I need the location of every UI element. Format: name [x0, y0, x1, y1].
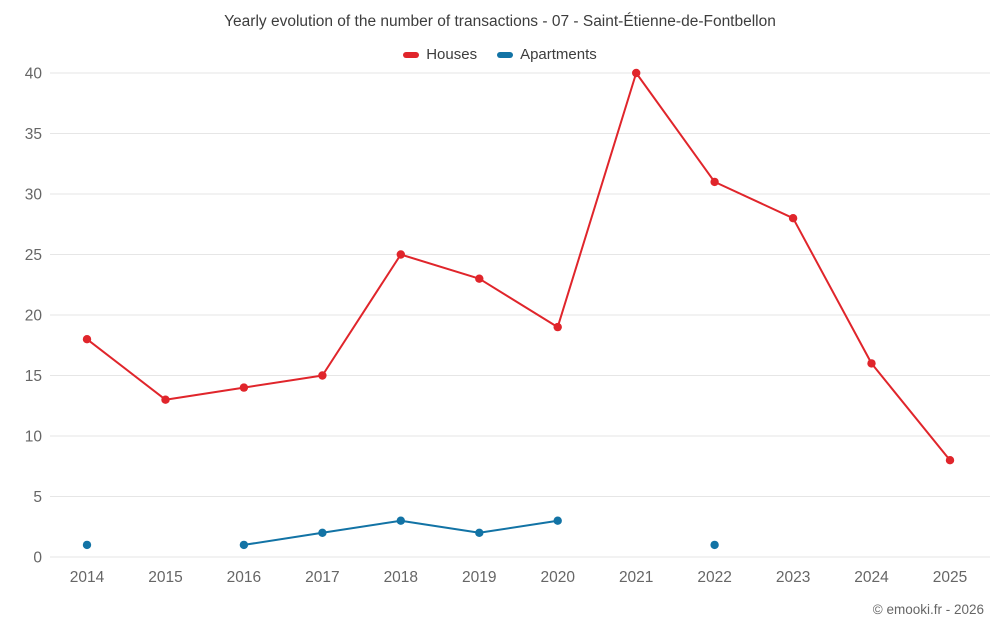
legend-label-houses: Houses: [426, 46, 478, 63]
y-axis-label: 30: [25, 187, 43, 204]
x-axis-label: 2022: [697, 569, 731, 586]
x-axis-label: 2021: [619, 569, 653, 586]
data-point-apartments-2020[interactable]: [553, 516, 562, 525]
data-point-apartments-2022[interactable]: [710, 540, 719, 550]
y-axis-label: 25: [25, 247, 42, 264]
data-point-houses-2018[interactable]: [396, 250, 405, 259]
data-point-apartments-2019[interactable]: [475, 528, 484, 537]
data-point-houses-2019[interactable]: [475, 274, 484, 283]
y-axis-label: 5: [33, 489, 42, 506]
data-point-houses-2020[interactable]: [553, 322, 562, 332]
legend-label-apartments: Apartments: [520, 46, 597, 63]
y-axis-label: 40: [25, 66, 43, 83]
series-line-houses: [86, 72, 951, 462]
data-point-houses-2016[interactable]: [239, 383, 249, 392]
x-axis-label: 2015: [148, 569, 182, 586]
data-point-houses-2017[interactable]: [318, 371, 327, 380]
legend-item-apartments[interactable]: Apartments: [497, 46, 597, 63]
y-axis-label: 20: [25, 308, 43, 325]
y-axis-label: 0: [33, 550, 42, 567]
houses-legend-marker: [403, 51, 420, 58]
y-axis-label: 35: [25, 126, 42, 143]
x-axis-label: 2018: [384, 569, 418, 586]
data-point-houses-2024[interactable]: [867, 359, 876, 368]
x-axis-label: 2014: [70, 569, 105, 586]
chart-legend: Houses Apartments: [0, 46, 1000, 63]
apartments-legend-marker: [497, 51, 514, 58]
data-point-apartments-2017[interactable]: [318, 528, 327, 537]
data-point-houses-2025[interactable]: [945, 456, 955, 465]
data-point-houses-2014[interactable]: [82, 335, 92, 344]
x-axis-label: 2020: [540, 569, 575, 586]
data-point-houses-2021[interactable]: [632, 68, 641, 78]
x-axis-label: 2019: [462, 569, 496, 586]
data-point-apartments-2014[interactable]: [82, 540, 92, 550]
chart-title: Yearly evolution of the number of transa…: [224, 13, 776, 30]
legend-item-houses[interactable]: Houses: [403, 46, 477, 63]
data-point-houses-2015[interactable]: [161, 395, 170, 404]
x-axis-label: 2024: [854, 569, 889, 586]
data-point-apartments-2018[interactable]: [396, 516, 405, 525]
data-point-houses-2022[interactable]: [710, 177, 719, 187]
data-point-apartments-2016[interactable]: [239, 540, 249, 550]
y-axis-label: 10: [25, 429, 43, 446]
copyright: © emooki.fr - 2026: [872, 602, 984, 617]
y-axis-label: 15: [25, 368, 42, 385]
data-point-houses-2023[interactable]: [788, 214, 798, 223]
x-axis-label: 2016: [227, 569, 261, 586]
x-axis-label: 2023: [776, 569, 810, 586]
x-axis-label: 2017: [305, 569, 339, 586]
x-axis-label: 2025: [933, 569, 967, 586]
